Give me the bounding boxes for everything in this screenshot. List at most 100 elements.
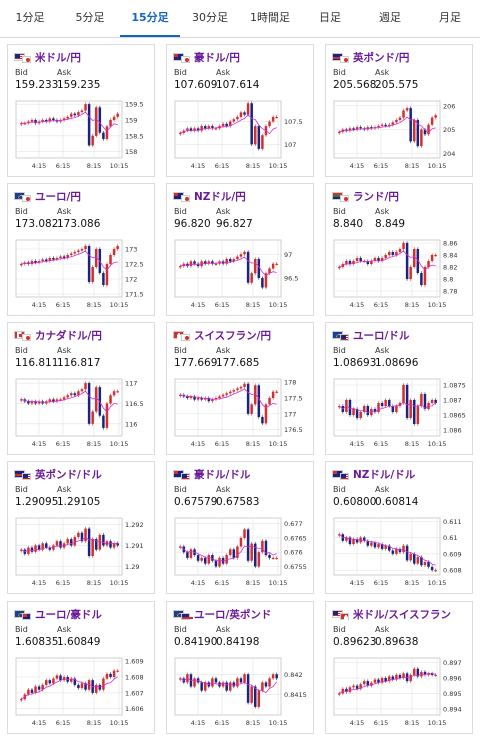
currency-card[interactable]: カナダドル/円 Bid Ask 116.811 116.817 4:15 6:15 8:15 1…: [7, 322, 155, 455]
tab-4[interactable]: 1時間足: [250, 11, 290, 24]
candle-up: [434, 570, 437, 572]
y-tick-label: 96.5: [284, 275, 298, 283]
ask-label: Ask: [216, 68, 231, 77]
pair-name[interactable]: ユーロ/英ポンド: [194, 608, 272, 621]
candle-up: [229, 549, 232, 556]
pair-name[interactable]: ユーロ/豪ドル: [35, 608, 102, 621]
candle-down: [196, 128, 200, 131]
ask-label: Ask: [57, 625, 72, 634]
ask-label: Ask: [216, 346, 231, 355]
candle-up: [98, 534, 102, 550]
currency-card[interactable]: 英ポンド/ドル Bid Ask 1.29095 1.29105 4:15 6:15 8:15 1…: [7, 461, 155, 594]
candle-up: [34, 545, 37, 552]
candle-up: [243, 251, 246, 255]
price-chart: 4:15 6:15 8:15 10:15 1.609 1.608 1.607 1.606: [15, 657, 144, 727]
candle-up: [246, 103, 250, 115]
currency-card[interactable]: ユーロ/英ポンド Bid Ask 0.84190 0.84198 4:15 6:15 8:15…: [166, 601, 314, 734]
candle-up: [221, 682, 225, 687]
currency-card[interactable]: NZドル/円 Bid Ask 96.820 96.827 4:15 6:15 8:15 10:1…: [166, 183, 314, 316]
candle-down: [200, 682, 203, 691]
tab-0[interactable]: 1分足: [15, 11, 45, 24]
candle-up: [243, 383, 246, 387]
pair-name[interactable]: カナダドル/円: [35, 329, 102, 342]
candle-up: [66, 255, 69, 258]
currency-card[interactable]: 米ドル/スイスフラン Bid Ask 0.89623 0.89638 4:15 6:15 8:…: [325, 601, 473, 734]
pair-name[interactable]: 豪ドル/ドル: [194, 468, 251, 481]
candle-down: [377, 679, 380, 683]
x-tick-label: 6:15: [56, 162, 71, 170]
pair-name[interactable]: 米ドル/スイスフラン: [353, 608, 452, 621]
card-header: 英ポンド/ドル: [14, 467, 102, 481]
currency-card[interactable]: ユーロ/ドル Bid Ask 1.08693 1.08696 4:15 6:15 8:15 10…: [325, 322, 473, 455]
currency-card[interactable]: ユーロ/豪ドル Bid Ask 1.60835 1.60849 4:15 6:15 8:15 1…: [7, 601, 155, 734]
pair-name[interactable]: ユーロ/ドル: [353, 329, 410, 342]
currency-card[interactable]: NZドル/ドル Bid Ask 0.60800 0.60814 4:15 6:15 8:15 1…: [325, 461, 473, 594]
pair-name[interactable]: ランド/円: [353, 190, 399, 203]
pair-name[interactable]: NZドル/ドル: [353, 468, 416, 481]
x-tick-label: 4:15: [32, 440, 47, 448]
price-chart: 4:15 6:15 8:15 10:15 117 116.5 116: [15, 378, 144, 448]
y-tick-label: 1.086: [443, 427, 462, 435]
pair-name[interactable]: NZドル/円: [194, 190, 246, 203]
candle-down: [204, 126, 207, 129]
tab-2[interactable]: 15分足: [120, 0, 180, 37]
x-tick-label: 4:15: [350, 440, 365, 448]
y-tick-label: 0.896: [443, 675, 462, 683]
candle-up: [112, 116, 116, 120]
tab-6[interactable]: 週足: [379, 11, 401, 24]
candle-up: [105, 541, 109, 546]
bid-label: Bid: [15, 207, 28, 216]
currency-card[interactable]: ユーロ/円 Bid Ask 173.082 173.086 4:15 6:15 8:15 10:…: [7, 183, 155, 316]
x-tick-label: 6:15: [56, 301, 71, 309]
tab-1[interactable]: 5分足: [75, 11, 105, 24]
pair-name[interactable]: 英ポンド/円: [353, 51, 410, 64]
pair-name[interactable]: 英ポンド/ドル: [35, 468, 102, 481]
x-tick-label: 6:15: [374, 440, 389, 448]
tab-7[interactable]: 月足: [439, 11, 461, 24]
candle-up: [395, 548, 398, 554]
candle-down: [204, 261, 207, 264]
candle-down: [391, 252, 395, 255]
candle-down: [366, 261, 370, 264]
candle-up: [370, 261, 373, 264]
pair-name[interactable]: 豪ドル/円: [194, 51, 240, 64]
currency-card[interactable]: 豪ドル/円 Bid Ask 107.609 107.614 4:15 6:15 8:15 10:…: [166, 44, 314, 177]
plot-frame: [333, 517, 441, 576]
candle-down: [434, 400, 437, 403]
candle-up: [200, 126, 203, 131]
candle-down: [246, 529, 250, 561]
candle-down: [348, 400, 352, 415]
currency-card[interactable]: 豪ドル/ドル Bid Ask 0.67579 0.67583 4:15 6:15 8:15 10…: [166, 461, 314, 594]
price-chart: 4:15 6:15 8:15 10:15 159.5 159 158.5 158: [15, 100, 144, 170]
candle-down: [345, 688, 348, 692]
tab-5[interactable]: 日足: [319, 11, 341, 24]
candle-up: [434, 115, 437, 118]
currency-card[interactable]: ランド/円 Bid Ask 8.840 8.849 4:15 6:15 8:15 10:15 8.…: [325, 183, 473, 316]
currency-card[interactable]: 英ポンド/円 Bid Ask 205.568 205.575 4:15 6:15 8:15 10…: [325, 44, 473, 177]
currency-card[interactable]: 米ドル/円 Bid Ask 159.233 159.235 4:15 6:15 8:15 10:…: [7, 44, 155, 177]
bid-label: Bid: [15, 68, 28, 77]
plot-frame: [15, 239, 123, 298]
y-tick-label: 0.8415: [284, 691, 307, 699]
y-tick-label: 8.78: [443, 288, 457, 296]
candle-down: [186, 396, 189, 398]
candle-up: [409, 674, 412, 682]
pair-name[interactable]: ユーロ/円: [35, 190, 81, 203]
candle-up: [179, 394, 182, 397]
pair-name[interactable]: 米ドル/円: [35, 51, 81, 64]
plot-frame: [333, 239, 441, 298]
y-tick-label: 107.5: [284, 118, 303, 126]
currency-card[interactable]: スイスフラン/円 Bid Ask 177.669 177.685 4:15 6:15 8:15…: [166, 322, 314, 455]
pair-name[interactable]: スイスフラン/円: [194, 329, 272, 342]
x-tick-label: 10:15: [428, 579, 447, 587]
candle-up: [45, 680, 48, 685]
candle-down: [366, 540, 370, 546]
candle-up: [271, 391, 275, 398]
candle-up: [70, 393, 73, 396]
tab-3[interactable]: 30分足: [192, 11, 228, 24]
price-chart: 4:15 6:15 8:15 10:15 1.0875 1.087 1.0865 1.086: [333, 378, 466, 448]
candle-up: [395, 406, 398, 412]
candle-down: [243, 112, 246, 115]
candle-up: [91, 135, 94, 146]
jp-flag-icon: [181, 334, 190, 341]
